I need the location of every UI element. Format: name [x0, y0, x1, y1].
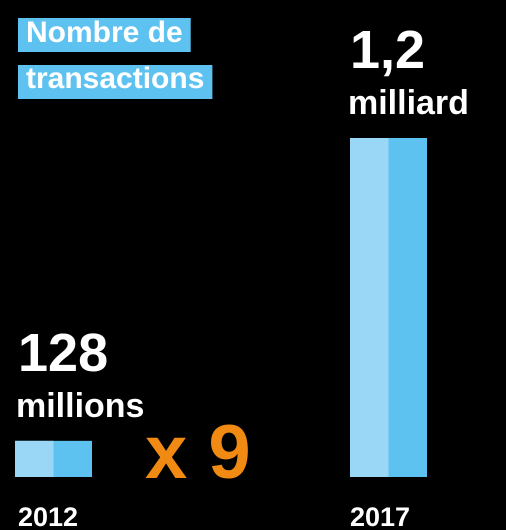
title-highlight — [18, 18, 191, 52]
x-tick-label: 2017 — [350, 502, 410, 530]
title-line: Nombre de — [26, 16, 183, 49]
bar-highlight — [350, 138, 389, 477]
x-tick-label: 2012 — [18, 502, 78, 530]
value-label-unit: milliard — [348, 84, 469, 122]
title-line: transactions — [26, 62, 204, 95]
bar-highlight — [15, 440, 54, 477]
value-label-unit: millions — [16, 387, 144, 425]
title-highlight — [18, 65, 213, 99]
value-label: 1,2 — [350, 20, 425, 80]
value-label: 128 — [18, 323, 108, 383]
annotation: x 9 — [145, 410, 251, 495]
